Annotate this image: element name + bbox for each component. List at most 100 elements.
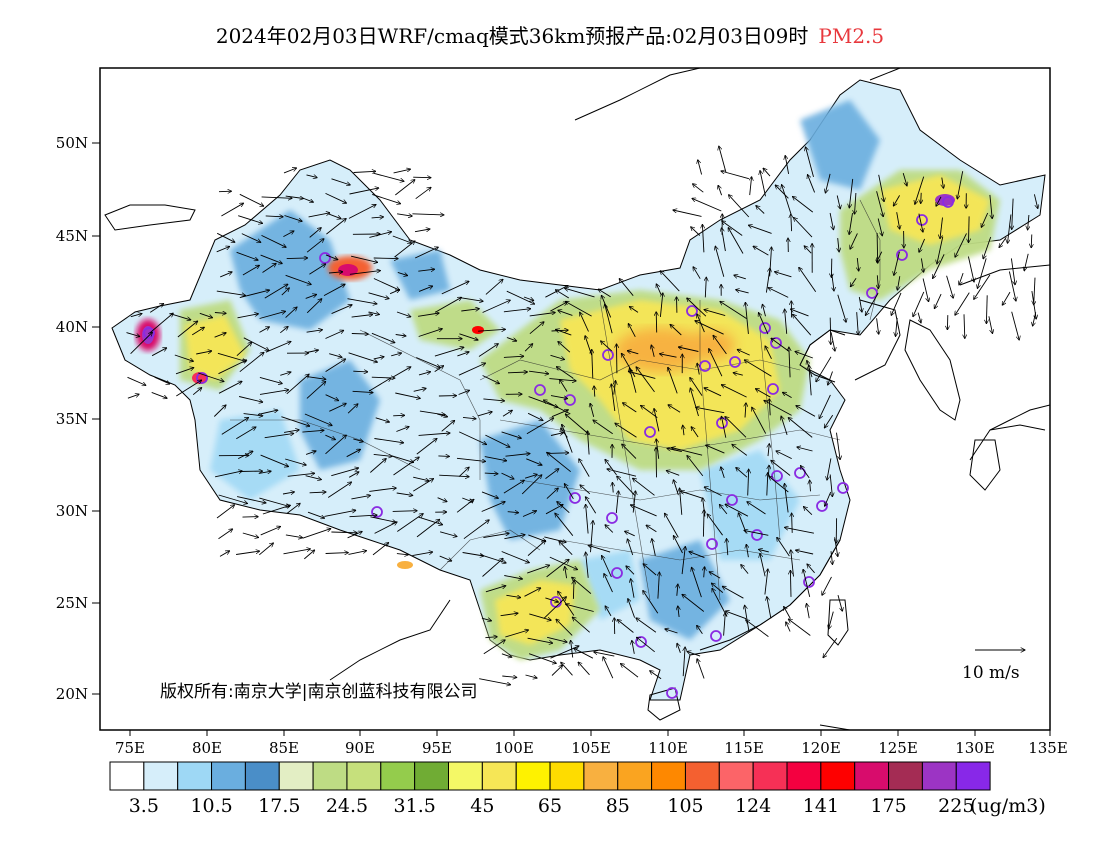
wind-arrow: [216, 247, 230, 253]
wind-arrow: [628, 599, 636, 618]
wind-arrow: [458, 363, 486, 376]
wind-arrow: [673, 480, 679, 496]
wind-arrow: [877, 275, 878, 288]
wind-arrow: [877, 232, 878, 263]
wind-arrow: [940, 217, 943, 239]
wind-arrow: [637, 637, 655, 653]
wind-arrow: [375, 417, 390, 422]
wind-arrow: [759, 549, 769, 552]
wind-arrow: [414, 229, 430, 233]
wind-arrow: [418, 433, 450, 436]
wind-arrow: [327, 482, 351, 498]
wind-arrow: [220, 272, 232, 278]
wind-arrow: [281, 416, 309, 427]
wind-arrow: [192, 388, 202, 396]
title-main: 2024年02月03日WRF/cmaq模式36km预报产品:02月03日09时: [215, 24, 809, 48]
wind-arrow: [781, 416, 788, 436]
wind-arrow: [555, 290, 570, 299]
wind-arrow: [825, 491, 832, 506]
wind-arrow: [305, 475, 322, 480]
wind-arrow: [306, 330, 323, 333]
wind-arrow: [850, 277, 857, 287]
wind-arrow: [259, 497, 289, 506]
wind-arrow: [371, 217, 384, 218]
wind-arrow: [459, 431, 486, 445]
wind-arrow: [918, 213, 923, 233]
title-variable: PM2.5: [818, 24, 885, 48]
wind-arrow: [919, 238, 926, 252]
wind-arrow: [524, 474, 537, 479]
wind-arrow: [462, 417, 476, 418]
colorbar-label: 10.5: [190, 795, 232, 817]
wind-arrow: [458, 390, 470, 395]
wind-arrow: [705, 277, 706, 298]
wind-arrow: [578, 662, 590, 676]
wind-arrow: [797, 447, 813, 452]
wind-arrow: [955, 292, 970, 316]
wind-arrow: [151, 348, 167, 357]
wind-arrow: [745, 605, 750, 632]
wind-arrow: [397, 271, 408, 275]
wind-arrow: [727, 539, 728, 556]
wind-arrow: [564, 484, 574, 500]
wind-arrow: [621, 664, 639, 678]
wind-arrow: [643, 591, 659, 614]
wind-arrow: [572, 617, 590, 633]
wind-arrow: [547, 452, 571, 473]
wind-arrow: [302, 529, 331, 539]
wind-arrow: [527, 565, 549, 574]
wind-arrow: [154, 376, 170, 384]
wind-arrow: [196, 351, 212, 355]
wind-arrow: [286, 503, 300, 514]
wind-arrow: [974, 274, 991, 300]
wind-arrow: [704, 567, 705, 578]
wind-arrow: [677, 643, 681, 653]
wind-arrow: [921, 192, 922, 204]
wind-arrow: [1033, 312, 1037, 326]
wind-arrow: [484, 456, 507, 461]
wind-arrow: [280, 327, 288, 334]
wind-arrow: [348, 472, 359, 478]
wind-arrow: [214, 333, 227, 338]
wind-arrow: [285, 458, 306, 465]
wind-arrow: [807, 564, 815, 574]
wind-arrow: [656, 447, 657, 478]
wind-arrow: [458, 467, 469, 478]
wind-arrow: [760, 171, 766, 197]
wind-arrow: [325, 192, 347, 203]
wind-arrow: [678, 347, 699, 352]
wind-arrow: [828, 371, 833, 386]
wind-arrow: [893, 195, 900, 206]
colorbar-swatch: [617, 761, 653, 791]
wind-arrow: [280, 372, 291, 376]
wind-arrow: [283, 549, 311, 555]
wind-arrow: [767, 597, 772, 619]
wind-arrow: [242, 532, 259, 538]
wind-arrow: [305, 451, 316, 455]
wind-arrow: [347, 532, 363, 539]
wind-arrow: [565, 288, 595, 298]
wind-arrow: [631, 579, 635, 598]
wind-arrow: [461, 309, 479, 312]
colorbar-swatch: [414, 761, 449, 791]
wind-arrow: [830, 332, 835, 351]
colorbar-label: 175: [870, 795, 906, 817]
wind-arrow: [829, 611, 834, 629]
wind-arrow: [680, 488, 683, 515]
wind-arrow: [501, 431, 522, 438]
wind-arrow: [550, 354, 565, 359]
wind-arrow: [622, 444, 637, 459]
wind-arrow: [822, 576, 832, 595]
wind-arrow: [807, 604, 810, 619]
wind-arrow: [456, 457, 486, 461]
wind-arrow: [216, 290, 246, 295]
wind-arrow: [876, 191, 884, 217]
wind-arrow: [752, 407, 767, 434]
wind-arrow: [239, 352, 264, 373]
wind-arrow: [199, 312, 213, 317]
wind-arrow: [858, 296, 862, 312]
wind-arrow: [434, 366, 444, 372]
wind-arrow: [325, 254, 338, 260]
wind-arrow: [218, 360, 247, 375]
wind-arrow: [325, 359, 346, 372]
